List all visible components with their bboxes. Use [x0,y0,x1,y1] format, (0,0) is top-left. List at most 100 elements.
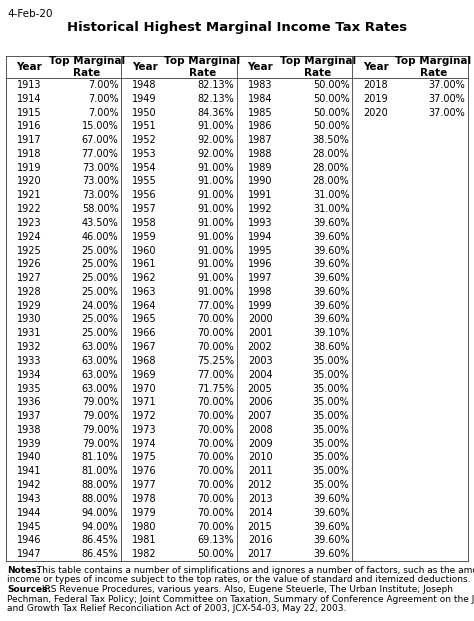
Text: 70.00%: 70.00% [197,329,234,338]
Text: 1941: 1941 [17,466,41,476]
Text: 25.00%: 25.00% [82,329,118,338]
Text: 1981: 1981 [132,535,157,545]
Text: 92.00%: 92.00% [197,149,234,159]
Text: 63.00%: 63.00% [82,369,118,379]
Text: 50.00%: 50.00% [313,94,349,104]
Text: 1949: 1949 [132,94,157,104]
Text: 2014: 2014 [248,508,273,518]
Text: 1987: 1987 [248,135,273,145]
Text: 70.00%: 70.00% [197,397,234,407]
Text: 86.45%: 86.45% [82,549,118,559]
Text: 39.60%: 39.60% [313,535,349,545]
Text: 1939: 1939 [17,438,41,449]
Text: 35.00%: 35.00% [313,466,349,476]
Text: 1986: 1986 [248,121,273,131]
Text: 1926: 1926 [17,260,41,270]
Text: 77.00%: 77.00% [82,149,118,159]
Text: 1998: 1998 [248,287,273,297]
Text: 43.50%: 43.50% [82,218,118,228]
Text: 91.00%: 91.00% [197,218,234,228]
Text: 31.00%: 31.00% [313,190,349,201]
Text: 1952: 1952 [132,135,157,145]
Text: 2002: 2002 [248,342,273,352]
Text: 91.00%: 91.00% [197,176,234,186]
Text: 2001: 2001 [248,329,273,338]
Text: 25.00%: 25.00% [82,287,118,297]
Text: 1957: 1957 [132,204,157,214]
Text: 2004: 2004 [248,369,273,379]
Text: 1953: 1953 [132,149,157,159]
Text: 28.00%: 28.00% [313,149,349,159]
Text: 2008: 2008 [248,425,273,435]
Text: 2005: 2005 [248,384,273,394]
Text: 58.00%: 58.00% [82,204,118,214]
Text: 1938: 1938 [17,425,41,435]
Text: 2012: 2012 [248,480,273,490]
Text: 70.00%: 70.00% [197,494,234,504]
Text: 25.00%: 25.00% [82,245,118,255]
Text: 1928: 1928 [17,287,41,297]
Text: 1984: 1984 [248,94,273,104]
Text: 2015: 2015 [248,522,273,532]
Text: Top Marginal
Rate: Top Marginal Rate [49,56,125,78]
Text: 88.00%: 88.00% [82,480,118,490]
Text: 1955: 1955 [132,176,157,186]
Text: Year: Year [132,62,157,72]
Text: 2020: 2020 [363,107,388,117]
Text: 1968: 1968 [132,356,157,366]
Text: 1990: 1990 [248,176,273,186]
Text: 1976: 1976 [132,466,157,476]
Text: 1923: 1923 [17,218,41,228]
Text: 1931: 1931 [17,329,41,338]
Text: 91.00%: 91.00% [197,287,234,297]
Text: 67.00%: 67.00% [82,135,118,145]
Text: 73.00%: 73.00% [82,190,118,201]
Text: 79.00%: 79.00% [82,438,118,449]
Text: 1963: 1963 [132,287,157,297]
Text: 35.00%: 35.00% [313,425,349,435]
Text: 91.00%: 91.00% [197,273,234,283]
Text: Pechman, Federal Tax Policy; Joint Committee on Taxation, Summary of Conference : Pechman, Federal Tax Policy; Joint Commi… [7,594,474,604]
Text: 37.00%: 37.00% [428,94,465,104]
Text: 70.00%: 70.00% [197,411,234,421]
Text: 1937: 1937 [17,411,41,421]
Text: 86.45%: 86.45% [82,535,118,545]
Text: 1962: 1962 [132,273,157,283]
Text: 39.60%: 39.60% [313,218,349,228]
Text: 91.00%: 91.00% [197,232,234,242]
Text: 15.00%: 15.00% [82,121,118,131]
Text: 1995: 1995 [248,245,273,255]
Text: 2011: 2011 [248,466,273,476]
Text: 1973: 1973 [132,425,157,435]
Text: 70.00%: 70.00% [197,453,234,463]
Text: 2010: 2010 [248,453,273,463]
Text: 2007: 2007 [248,411,273,421]
Text: 25.00%: 25.00% [82,260,118,270]
Text: 79.00%: 79.00% [82,425,118,435]
Text: 39.10%: 39.10% [313,329,349,338]
Text: 1971: 1971 [132,397,157,407]
Text: This table contains a number of simplifications and ignores a number of factors,: This table contains a number of simplifi… [34,566,474,575]
Text: Top Marginal
Rate: Top Marginal Rate [280,56,356,78]
Text: 70.00%: 70.00% [197,314,234,325]
Text: 50.00%: 50.00% [197,549,234,559]
Text: 1916: 1916 [17,121,41,131]
Text: Year: Year [247,62,273,72]
Text: 1913: 1913 [17,80,41,90]
Text: 1921: 1921 [17,190,41,201]
Text: Top Marginal
Rate: Top Marginal Rate [395,56,472,78]
Text: 91.00%: 91.00% [197,190,234,201]
Text: Notes:: Notes: [7,566,40,575]
Text: 35.00%: 35.00% [313,438,349,449]
Text: 7.00%: 7.00% [88,94,118,104]
Text: 70.00%: 70.00% [197,342,234,352]
Text: 38.60%: 38.60% [313,342,349,352]
Text: 1961: 1961 [132,260,157,270]
Text: 1972: 1972 [132,411,157,421]
Text: 2009: 2009 [248,438,273,449]
Text: 70.00%: 70.00% [197,480,234,490]
Text: 1992: 1992 [248,204,273,214]
Text: 1996: 1996 [248,260,273,270]
Text: 91.00%: 91.00% [197,204,234,214]
Text: 50.00%: 50.00% [313,107,349,117]
